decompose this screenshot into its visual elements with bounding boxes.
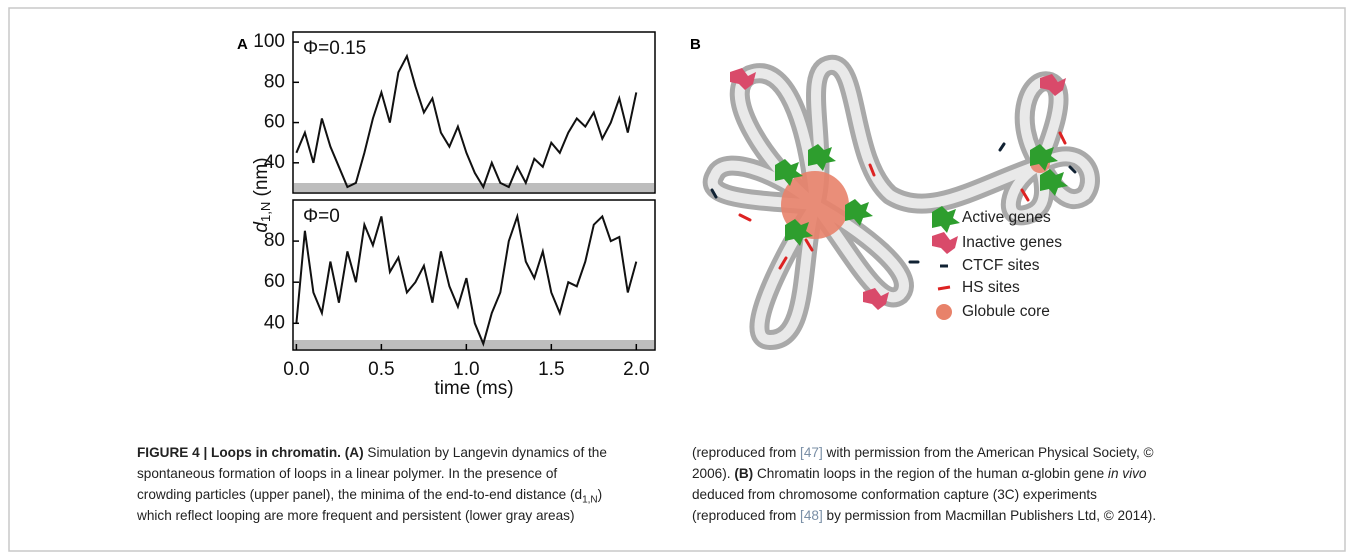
caption-marker: (A) xyxy=(344,445,364,460)
caption-text: which reflect looping are more frequent … xyxy=(137,508,575,523)
y-tick-label: 80 xyxy=(264,230,285,251)
caption-text: (reproduced from xyxy=(692,445,801,460)
legend-label: Globule core xyxy=(962,303,1050,320)
caption-title: FIGURE 4 | Loops in chromatin. xyxy=(137,445,341,460)
y-tick-label: 60 xyxy=(264,271,285,292)
legend-label: Active genes xyxy=(962,209,1051,226)
diagram-markers xyxy=(710,68,1077,310)
caption-left: FIGURE 4 | Loops in chromatin. (A) Simul… xyxy=(137,442,607,526)
y-axis-subscript: 1,N xyxy=(258,202,273,222)
reference[interactable]: [47] xyxy=(800,445,823,460)
x-tick-label: 0.5 xyxy=(368,359,394,380)
caption-text: in vivo xyxy=(1107,466,1147,481)
panel-label: A xyxy=(237,36,248,53)
x-axis-label: time (ms) xyxy=(434,378,513,399)
trace xyxy=(295,53,638,190)
caption-text: with permission from the American Physic… xyxy=(822,445,1154,460)
panel-annotation: Φ=0 xyxy=(303,206,340,227)
gray-band xyxy=(294,183,654,192)
x-tick-label: 1.5 xyxy=(538,359,564,380)
legend-label: Inactive genes xyxy=(962,234,1062,251)
panel-label: B xyxy=(690,36,701,53)
caption-text: crowding particles (upper panel), the mi… xyxy=(137,487,583,502)
x-tick-label: 2.0 xyxy=(623,359,649,380)
x-tick-label: 1.0 xyxy=(453,359,479,380)
caption-text: deduced from chromosome conformation cap… xyxy=(692,487,1097,502)
caption-subscript: 1,N xyxy=(582,494,598,506)
caption-text: by permission from Macmillan Publishers … xyxy=(822,508,1157,523)
y-axis-unit: (nm) xyxy=(251,157,272,201)
plot-area xyxy=(292,199,656,351)
reference[interactable]: [48] xyxy=(800,508,823,523)
legend-label: HS sites xyxy=(962,279,1020,296)
x-tick-label: 0.0 xyxy=(283,359,309,380)
y-tick-label: 60 xyxy=(264,112,285,133)
gray-band xyxy=(294,340,654,349)
caption-text: 2006). xyxy=(692,466,735,481)
chromatin-diagram xyxy=(702,55,1100,351)
caption-text: Simulation by Langevin dynamics of the xyxy=(363,445,607,460)
y-axis-symbol: d xyxy=(251,221,272,233)
caption-text: Chromatin loops in the region of the hum… xyxy=(753,466,1108,481)
caption-text: ) xyxy=(597,487,603,502)
caption-text: (reproduced from xyxy=(692,508,801,523)
trace xyxy=(295,212,638,347)
legend-label: CTCF sites xyxy=(962,257,1040,274)
y-axis-label: d1,N (nm) xyxy=(251,157,273,232)
caption-marker: (B) xyxy=(734,466,754,481)
y-tick-label: 100 xyxy=(253,31,285,52)
y-tick-label: 80 xyxy=(264,71,285,92)
y-tick-label: 40 xyxy=(264,152,285,173)
legend xyxy=(932,206,960,320)
y-tick-label: 40 xyxy=(264,312,285,333)
caption-text: spontaneous formation of loops in a line… xyxy=(137,466,558,481)
frame xyxy=(8,7,1346,552)
panel-annotation: Φ=0.15 xyxy=(303,38,366,59)
caption-right: (reproduced from [47] with permission fr… xyxy=(692,442,1156,526)
